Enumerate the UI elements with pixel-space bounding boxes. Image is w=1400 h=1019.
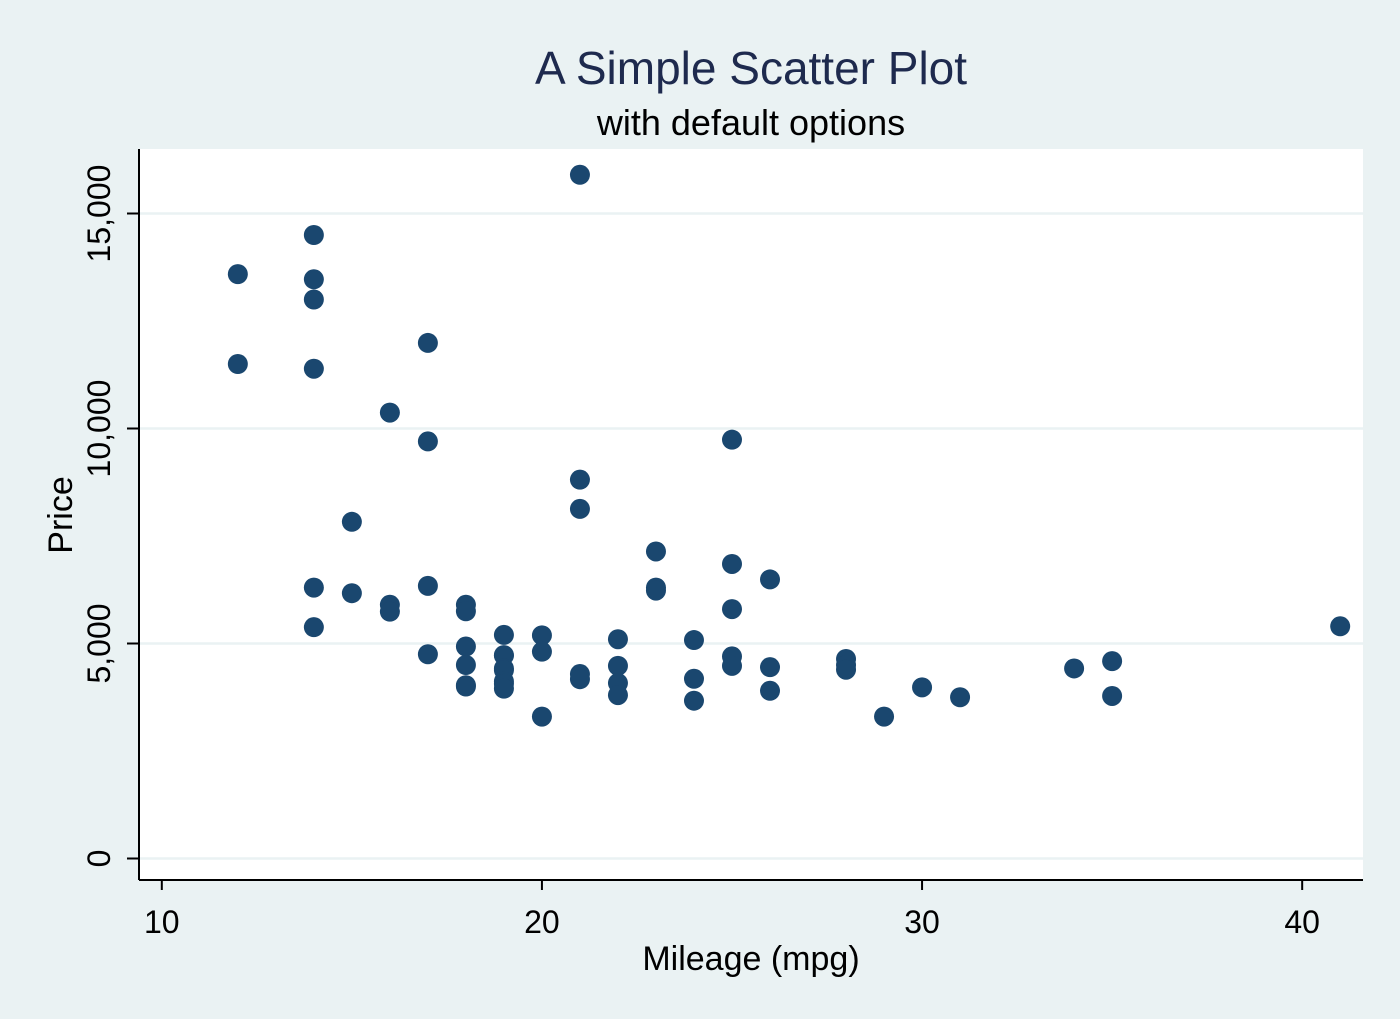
data-point-49 [721, 429, 742, 450]
data-point-5 [303, 358, 324, 379]
data-point-20 [455, 655, 476, 675]
x-tick-label-1: 20 [524, 904, 560, 940]
chart-subtitle: with default options [596, 102, 905, 143]
data-point-62 [950, 687, 971, 708]
plot-area [139, 149, 1363, 880]
data-point-1 [227, 354, 248, 374]
data-point-60 [874, 706, 895, 727]
data-point-53 [721, 655, 742, 676]
data-point-6 [303, 577, 324, 598]
data-point-7 [303, 617, 324, 638]
data-point-64 [1102, 651, 1123, 672]
y-tick-label-3: 15,000 [81, 165, 117, 263]
data-point-55 [760, 657, 781, 678]
data-point-54 [760, 569, 781, 590]
data-point-38 [569, 669, 590, 690]
data-point-9 [341, 583, 362, 604]
data-point-2 [303, 225, 324, 245]
data-point-14 [417, 431, 438, 452]
data-point-18 [455, 601, 476, 622]
data-point-43 [645, 541, 666, 562]
data-points [227, 164, 1351, 727]
y-tick-label-0: 0 [81, 850, 117, 868]
gridlines [139, 212, 1363, 860]
data-point-48 [683, 690, 704, 711]
data-point-16 [417, 644, 438, 665]
data-point-40 [607, 655, 628, 676]
y-tick-label-2: 10,000 [81, 380, 117, 478]
data-point-65 [1102, 685, 1123, 706]
data-point-46 [683, 630, 704, 651]
data-point-0 [227, 264, 248, 285]
data-point-66 [1330, 616, 1351, 637]
data-point-12 [379, 601, 400, 622]
data-point-31 [531, 625, 552, 646]
data-point-51 [721, 599, 742, 620]
axes [127, 149, 1363, 890]
data-point-45 [645, 580, 666, 601]
data-point-63 [1064, 658, 1085, 679]
data-point-23 [493, 624, 514, 645]
x-tick-label-3: 40 [1284, 904, 1320, 940]
data-point-42 [607, 685, 628, 706]
x-tick-label-2: 30 [904, 904, 940, 940]
data-point-33 [531, 706, 552, 727]
chart-title: A Simple Scatter Plot [535, 42, 967, 94]
data-point-30 [493, 678, 514, 699]
data-point-35 [569, 469, 590, 490]
data-point-56 [760, 680, 781, 701]
data-point-13 [417, 332, 438, 353]
data-point-3 [303, 269, 324, 290]
y-axis-label: Price [42, 476, 80, 553]
y-tick-labels: 0 5,000 10,000 15,000 [81, 165, 117, 868]
x-tick-labels: 10 20 30 40 [144, 904, 1320, 940]
x-axis-label: Mileage (mpg) [642, 940, 859, 978]
data-point-50 [721, 553, 742, 574]
data-point-61 [912, 677, 933, 698]
data-point-39 [607, 629, 628, 650]
data-point-36 [569, 498, 590, 519]
data-point-47 [683, 668, 704, 689]
data-point-34 [569, 164, 590, 185]
y-tick-label-1: 5,000 [81, 603, 117, 683]
data-point-19 [455, 636, 476, 657]
data-point-15 [417, 575, 438, 596]
data-point-59 [836, 659, 857, 680]
data-point-8 [341, 511, 362, 532]
x-tick-label-0: 10 [144, 904, 180, 940]
data-point-10 [379, 402, 400, 423]
data-point-22 [455, 676, 476, 697]
data-point-4 [303, 289, 324, 310]
data-point-32 [531, 641, 552, 662]
